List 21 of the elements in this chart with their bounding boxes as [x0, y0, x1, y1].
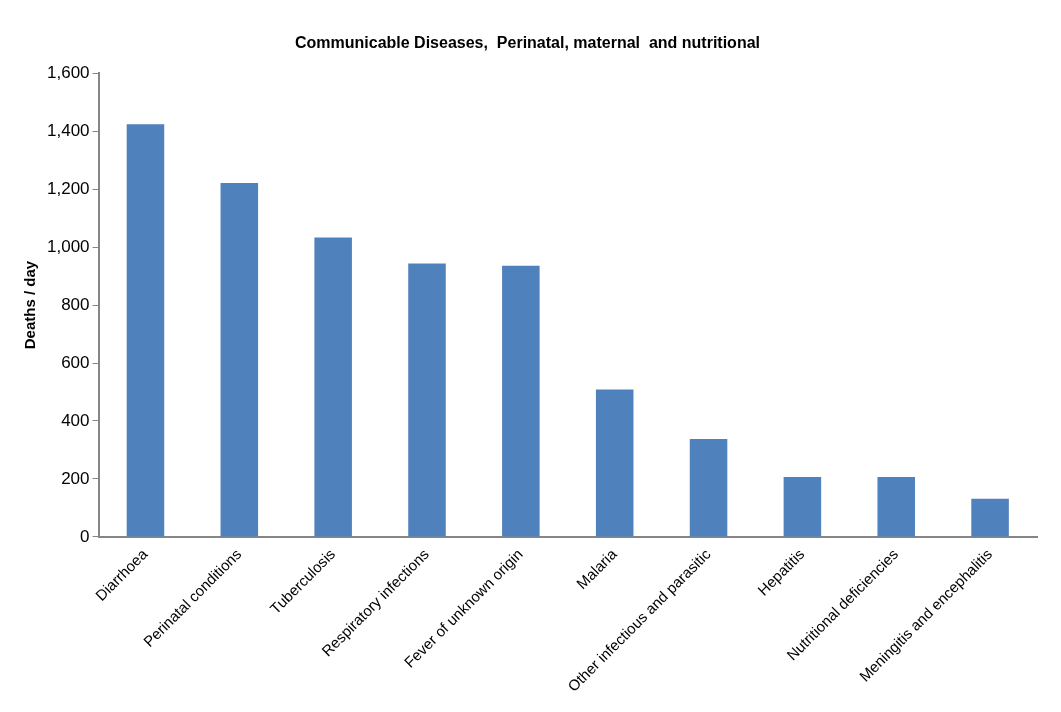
y-tick-label: 1,400 — [46, 120, 90, 140]
bar — [689, 438, 728, 537]
chart-title: Communicable Diseases, Perinatal, maternal and nutritional — [294, 34, 761, 52]
bar — [595, 389, 634, 537]
y-tick-label: 1,000 — [46, 236, 90, 256]
y-tick-label: 800 — [61, 294, 90, 314]
bar — [502, 265, 540, 537]
y-tick-label: 600 — [61, 352, 90, 372]
y-tick-label: 200 — [61, 468, 90, 488]
y-axis-title: Deaths / day — [21, 260, 39, 350]
y-tick-label: 1,600 — [46, 62, 90, 82]
y-tick-label: 1,200 — [46, 178, 90, 198]
bar — [783, 476, 822, 537]
y-tick-label: 400 — [61, 410, 90, 430]
bar — [971, 498, 1009, 537]
bar — [126, 124, 165, 537]
bar — [877, 476, 915, 537]
bar — [220, 183, 259, 537]
bar — [314, 237, 352, 537]
y-tick-label: 0 — [80, 526, 90, 546]
bar — [408, 263, 446, 537]
